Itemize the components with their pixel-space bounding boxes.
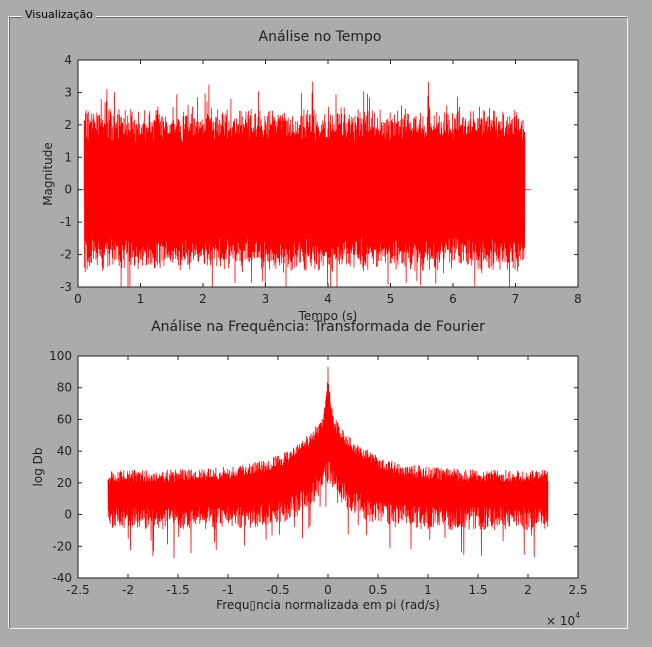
x-tick-label: 1 bbox=[137, 292, 145, 306]
y-tick-label: -2 bbox=[60, 248, 72, 262]
time-signal-line bbox=[78, 81, 532, 288]
x-multiplier-label: × 104 bbox=[546, 611, 580, 628]
x-tick-label: 0.5 bbox=[368, 583, 387, 597]
y-tick-label: -40 bbox=[52, 571, 72, 585]
spectrum-series bbox=[107, 366, 549, 559]
frequency-chart-title: Análise na Frequência: Transformada de F… bbox=[151, 319, 485, 335]
x-tick-label: 5 bbox=[387, 292, 395, 306]
time-chart-title: Análise no Tempo bbox=[259, 29, 382, 45]
x-tick-label: -2.5 bbox=[66, 583, 89, 597]
y-tick-label: 3 bbox=[64, 85, 72, 99]
x-tick-label: 7 bbox=[512, 292, 520, 306]
x-tick-label: 2 bbox=[199, 292, 207, 306]
y-tick-label: 100 bbox=[49, 349, 72, 363]
time-chart: 0 1 2 3 4 5 6 7 8 -3 -2 -1 0 1 2 3 4 Análise no Tempo Te… bbox=[41, 29, 582, 323]
x-tick-label: 0 bbox=[74, 292, 82, 306]
y-tick-label: -3 bbox=[60, 280, 72, 294]
panel-title: Visualização bbox=[22, 8, 96, 21]
x-tick-label: 2 bbox=[524, 583, 532, 597]
x-tick-label: 4 bbox=[324, 292, 332, 306]
frequency-chart-ylabel: log Db bbox=[31, 448, 45, 487]
panel-frame-inner bbox=[9, 17, 628, 629]
x-tick-label: 8 bbox=[574, 292, 582, 306]
x-tick-label: -1.5 bbox=[166, 583, 189, 597]
y-tick-label: 20 bbox=[57, 476, 72, 490]
time-chart-xlabel: Tempo (s) bbox=[298, 309, 358, 323]
x-tick-label: 1.5 bbox=[468, 583, 487, 597]
x-tick-label: 2.5 bbox=[568, 583, 587, 597]
y-tick-label: -1 bbox=[60, 215, 72, 229]
y-tick-label: 40 bbox=[57, 444, 72, 458]
x-tick-label: -0.5 bbox=[266, 583, 289, 597]
frequency-chart-xlabel: Frequ▯ncia normalizada em pi (rad/s) bbox=[216, 598, 440, 612]
spectrum-line bbox=[107, 366, 549, 559]
y-tick-label: 4 bbox=[64, 53, 72, 67]
x-tick-label: -1 bbox=[222, 583, 234, 597]
frequency-chart: -2.5 -2 -1.5 -1 -0.5 0 0.5 1 1.5 2 2.5 -40 -20 0 20 40 6… bbox=[31, 319, 588, 628]
y-tick-label: 60 bbox=[57, 412, 72, 426]
y-tick-label: 80 bbox=[57, 381, 72, 395]
y-tick-label: 1 bbox=[64, 150, 72, 164]
y-tick-label: -20 bbox=[52, 539, 72, 553]
time-signal-series bbox=[78, 81, 532, 288]
x-tick-label: 3 bbox=[262, 292, 270, 306]
time-chart-ylabel: Magnitude bbox=[41, 142, 55, 206]
y-tick-label: 0 bbox=[64, 508, 72, 522]
y-tick-label: 2 bbox=[64, 118, 72, 132]
x-tick-label: 1 bbox=[424, 583, 432, 597]
x-tick-label: 0 bbox=[324, 583, 332, 597]
x-tick-label: -2 bbox=[122, 583, 134, 597]
y-tick-label: 0 bbox=[64, 183, 72, 197]
x-tick-label: 6 bbox=[449, 292, 457, 306]
